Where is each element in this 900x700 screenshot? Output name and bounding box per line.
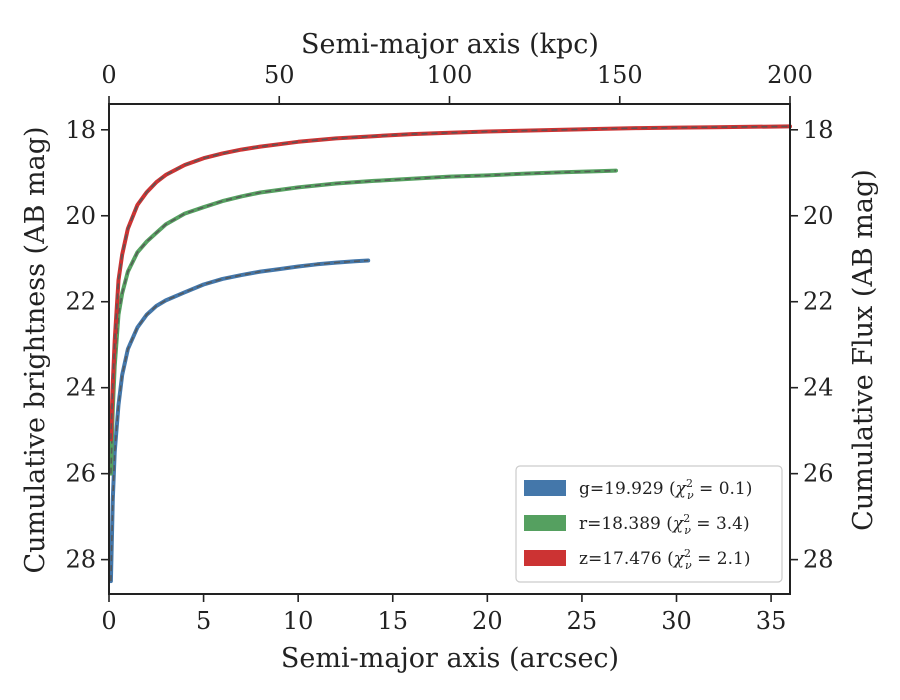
y-tick-label-3: 24	[65, 374, 96, 402]
x-axis-label: Semi-major axis (arcsec)	[281, 643, 619, 674]
x-tick-label-6: 30	[661, 607, 692, 635]
series-model-line-2	[110, 125, 791, 440]
y-axis-label: Cumulative brightness (AB mag)	[20, 126, 51, 573]
y-tick-label-5: 28	[65, 546, 96, 574]
y-tick-label-0: 18	[65, 116, 96, 144]
legend-label-2: z=17.476 (χ2 ν = 2.1)	[579, 547, 750, 572]
right-y-tick-label-5: 28	[803, 546, 834, 574]
y-tick-label-2: 22	[65, 288, 96, 316]
legend-swatch-1	[524, 515, 566, 531]
y-tick-label-1: 20	[65, 202, 96, 230]
right-y-tick-label-2: 22	[803, 288, 834, 316]
legend-swatch-0	[524, 480, 566, 496]
x-tick-label-4: 20	[472, 607, 503, 635]
x-tick-label-7: 35	[756, 607, 787, 635]
series-line-1	[108, 168, 618, 476]
x-tick-label-5: 25	[567, 607, 598, 635]
legend-label-1: r=18.389 (χ2 ν = 3.4)	[579, 512, 750, 537]
x-tick-label-3: 15	[377, 607, 408, 635]
legend: g=19.929 (χ2 ν = 0.1) r=18.389 (χ2 ν = 3.4)…	[515, 465, 783, 583]
top-x-axis-label: Semi-major axis (kpc)	[301, 29, 599, 60]
curves-layer	[108, 124, 792, 584]
top-x-tick-label-3: 150	[597, 61, 643, 89]
top-x-tick-label-4: 200	[767, 61, 813, 89]
right-y-tick-label-3: 24	[803, 374, 834, 402]
axes-layer: 0 5 10 15 20 25 30 35 0 50 100 150 200 18 20 22 24 26 28 18…	[65, 61, 833, 635]
series-model-line-0	[110, 259, 369, 582]
right-y-tick-label-1: 20	[803, 202, 834, 230]
top-x-tick-label-0: 0	[101, 61, 116, 89]
legend-swatch-2	[524, 550, 566, 566]
right-y-axis-label: Cumulative Flux (AB mag)	[848, 169, 879, 531]
series-model-line-1	[110, 169, 617, 474]
x-tick-label-2: 10	[283, 607, 314, 635]
legend-box	[515, 465, 783, 583]
x-tick-label-0: 0	[101, 607, 116, 635]
right-y-tick-label-0: 18	[803, 116, 834, 144]
top-x-tick-label-1: 50	[264, 61, 295, 89]
top-x-tick-label-2: 100	[427, 61, 473, 89]
right-y-tick-label-4: 26	[803, 460, 834, 488]
y-tick-label-4: 26	[65, 460, 96, 488]
x-tick-label-1: 5	[196, 607, 211, 635]
series-line-0	[108, 258, 371, 584]
legend-label-0: g=19.929 (χ2 ν = 0.1)	[579, 477, 752, 502]
